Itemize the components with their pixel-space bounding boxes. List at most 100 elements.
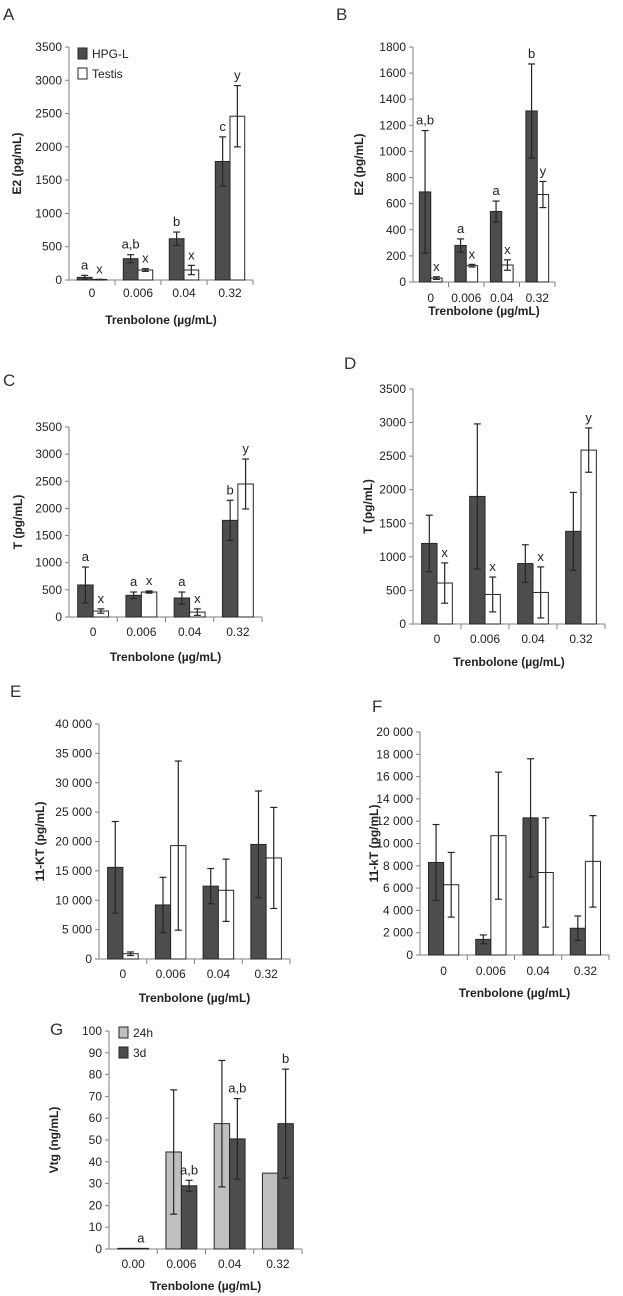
significance-label: a — [137, 1230, 145, 1245]
y-tick-label: 2 000 — [383, 926, 413, 940]
y-tick-label: 1600 — [379, 66, 406, 80]
y-tick-label: 0 — [399, 617, 406, 631]
y-tick-label: 60 — [89, 1111, 103, 1125]
y-tick-label: 1500 — [35, 173, 62, 187]
y-tick-label: 500 — [42, 583, 62, 597]
y-tick-label: 800 — [386, 171, 406, 185]
x-axis-title: Trenbolone (µg/mL) — [139, 991, 251, 1005]
y-tick-label: 2000 — [35, 501, 62, 515]
y-axis-title: E2 (pg/mL) — [352, 133, 366, 195]
y-tick-label: 80 — [89, 1068, 103, 1082]
x-tick-label: 0.006 — [166, 1257, 196, 1271]
y-tick-label: 500 — [386, 583, 406, 597]
significance-label: b — [173, 214, 180, 229]
y-tick-label: 70 — [89, 1089, 103, 1103]
y-tick-label: 16 000 — [376, 770, 413, 784]
y-tick-label: 40 — [89, 1155, 103, 1169]
y-tick-label: 600 — [386, 197, 406, 211]
legend-swatch — [118, 1026, 129, 1039]
significance-label: x — [469, 246, 476, 261]
y-tick-label: 1500 — [379, 516, 406, 530]
y-tick-label: 2500 — [35, 474, 62, 488]
y-tick-label: 20 000 — [55, 835, 92, 849]
legend-swatch — [118, 1046, 129, 1059]
y-tick-label: 0 — [55, 610, 62, 624]
significance-label: x — [146, 573, 153, 588]
legend-label: HPG-L — [92, 47, 129, 61]
y-tick-label: 200 — [386, 249, 406, 263]
y-tick-label: 1000 — [379, 550, 406, 564]
x-axis-title: Trenbolone (µg/mL) — [105, 313, 217, 327]
y-tick-label: 14 000 — [376, 792, 413, 806]
y-tick-label: 5 000 — [62, 923, 92, 937]
y-axis-title: T (pg/mL) — [11, 495, 25, 550]
panel-letter: A — [3, 5, 15, 24]
y-tick-label: 3500 — [35, 420, 62, 434]
y-axis-title: 11-KT (pg/mL) — [33, 801, 47, 881]
y-tick-label: 3000 — [35, 447, 62, 461]
y-tick-label: 2500 — [379, 449, 406, 463]
significance-label: a,b — [416, 113, 434, 128]
y-tick-label: 3500 — [35, 40, 62, 54]
y-tick-label: 1500 — [35, 529, 62, 543]
x-tick-label: 0.006 — [126, 625, 156, 639]
y-tick-label: 6 000 — [383, 881, 413, 895]
significance-label: y — [242, 441, 249, 456]
panel-letter: F — [372, 697, 382, 716]
x-tick-label: 0.32 — [218, 286, 242, 300]
panel-letter: B — [336, 5, 347, 24]
bar-open-1 — [465, 265, 479, 283]
significance-label: a — [130, 574, 138, 589]
significance-label: a,b — [122, 237, 140, 252]
y-tick-label: 0 — [85, 952, 92, 966]
y-tick-label: 18 000 — [376, 747, 413, 761]
bar-3d-1 — [180, 1185, 198, 1250]
x-tick-label: 0.32 — [569, 632, 593, 646]
significance-label: a — [82, 549, 90, 564]
x-tick-label: 0 — [90, 625, 97, 639]
y-tick-label: 8 000 — [383, 859, 413, 873]
x-tick-label: 0.006 — [470, 632, 500, 646]
y-tick-label: 0 — [55, 273, 62, 287]
y-tick-label: 25 000 — [55, 805, 92, 819]
y-tick-label: 40 000 — [55, 717, 92, 731]
legend-swatch — [77, 47, 88, 60]
bar-open-3 — [580, 449, 597, 625]
x-tick-label: 0 — [89, 286, 96, 300]
legend-swatch — [77, 67, 88, 80]
chart-panel-g: G 0 10 20 30 40 50 60 70 80 90 100 0.00 a 0.006 a,b 0.04… — [47, 1020, 303, 1293]
y-tick-label: 10 000 — [376, 837, 413, 851]
significance-label: a — [81, 257, 89, 272]
y-tick-label: 15 000 — [55, 864, 92, 878]
x-tick-label: 0.04 — [490, 291, 514, 305]
chart-panel-e: E 0 5 000 10 000 15 000 20 000 25 000 30 000 35 … — [10, 682, 291, 1005]
x-tick-label: 0 — [434, 632, 441, 646]
x-tick-label: 0.04 — [526, 964, 550, 978]
panel-letter: G — [50, 1020, 63, 1039]
x-axis-title: Trenbolone (µg/mL) — [453, 655, 565, 669]
x-tick-label: 0.006 — [156, 967, 186, 981]
significance-label: x — [433, 259, 440, 274]
y-tick-label: 0 — [95, 1242, 102, 1256]
y-tick-label: 500 — [42, 240, 62, 254]
legend-label: 24h — [133, 1026, 153, 1040]
significance-label: y — [585, 410, 592, 425]
panel-letter: D — [344, 354, 356, 373]
x-axis-title: Trenbolone (µg/mL) — [428, 304, 540, 318]
significance-label: b — [282, 1051, 289, 1066]
significance-label: a,b — [180, 1162, 198, 1177]
x-axis-title: Trenbolone (µg/mL) — [459, 986, 571, 1000]
x-axis-title: Trenbolone (µg/mL) — [110, 650, 222, 664]
significance-label: b — [528, 46, 535, 61]
significance-label: x — [96, 261, 103, 276]
y-tick-label: 90 — [89, 1046, 103, 1060]
y-tick-label: 2000 — [35, 140, 62, 154]
x-tick-label: 0.04 — [218, 1257, 242, 1271]
y-tick-label: 10 — [89, 1220, 103, 1234]
significance-label: x — [194, 591, 201, 606]
x-tick-label: 0.32 — [574, 964, 598, 978]
significance-label: x — [188, 247, 195, 262]
